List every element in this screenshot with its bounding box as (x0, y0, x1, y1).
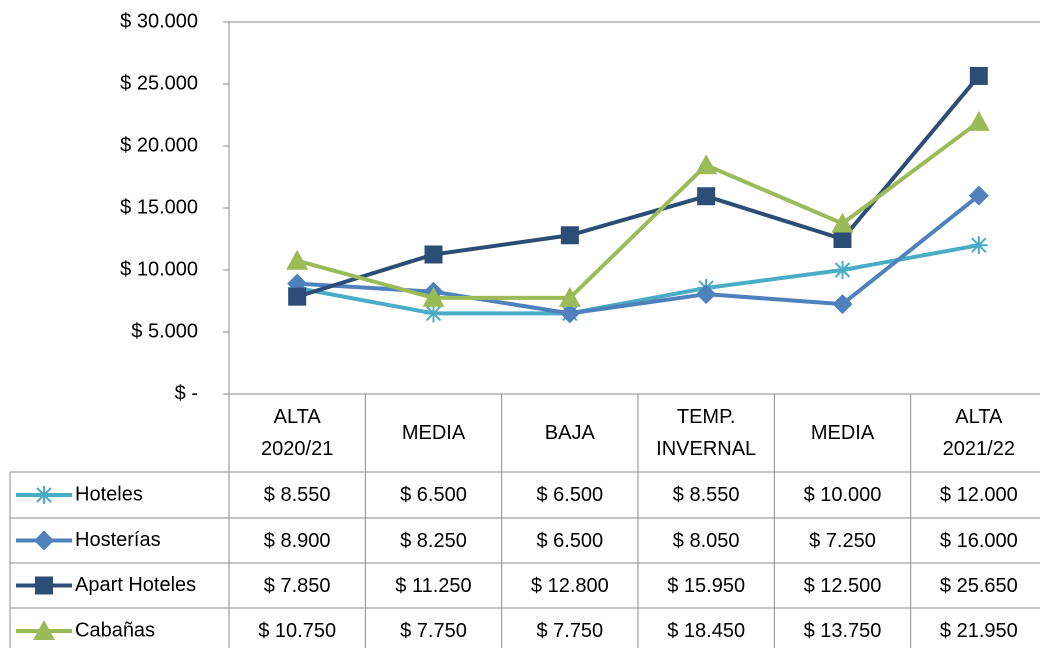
table-value: $ 21.950 (939, 620, 1018, 642)
data-point (831, 212, 854, 233)
table-value: $ 10.000 (803, 484, 882, 506)
table-value: $ 12.500 (803, 574, 882, 597)
y-tick-label: $ - (175, 382, 198, 404)
legend-marker (35, 576, 53, 595)
legend-marker (33, 620, 55, 640)
y-tick-label: $ 25.000 (120, 72, 198, 94)
marker-stroke (36, 487, 52, 503)
series-line (296, 243, 980, 316)
x-tick-label: ALTA 2020/21 (261, 406, 334, 460)
table-value: $ 18.450 (667, 620, 746, 642)
table-value: $ 7.850 (263, 574, 331, 597)
series-line (296, 120, 981, 300)
table-value: $ 8.050 (672, 529, 740, 552)
table-value: $ 10.750 (258, 620, 337, 642)
data-point (968, 185, 989, 206)
table-value: $ 12.000 (939, 484, 1018, 506)
data-point (832, 294, 853, 315)
data-point (424, 245, 443, 264)
table-value: $ 7.250 (809, 529, 876, 552)
data-point (696, 284, 717, 305)
series-line (297, 194, 981, 316)
table-value: $ 8.900 (263, 529, 331, 552)
data-point (967, 110, 990, 131)
data-point (833, 261, 852, 279)
legend-label: Cabañas (75, 619, 155, 641)
data-point (697, 187, 716, 206)
data-point (558, 286, 581, 307)
table-value: $ 11.250 (395, 574, 472, 597)
table-value: $ 16.000 (939, 529, 1018, 552)
table-value: $ 7.750 (536, 620, 604, 642)
data-point (559, 303, 580, 324)
y-tick-label: $ 20.000 (120, 134, 198, 156)
table-value: $ 8.250 (400, 529, 467, 552)
series-line (296, 74, 981, 299)
marker-stroke (425, 305, 442, 322)
legend-label: Hosterías (75, 529, 161, 551)
y-tick-label: $ 10.000 (120, 258, 198, 280)
marker-stroke (971, 237, 987, 253)
data-point (422, 286, 445, 307)
x-tick-label: MEDIA (810, 422, 875, 444)
table-value: $ 6.500 (536, 484, 604, 506)
data-point (288, 287, 307, 306)
table-value: $ 6.500 (400, 484, 467, 506)
table-value: $ 7.750 (400, 620, 467, 642)
table-value: $ 12.800 (530, 574, 609, 597)
legend-marker (34, 530, 54, 551)
data-point (286, 249, 309, 270)
table-value: $ 8.550 (672, 484, 740, 506)
y-tick-label: $ 30.000 (120, 10, 198, 32)
table-value: $ 6.500 (536, 529, 604, 552)
x-tick-label: MEDIA (401, 422, 466, 444)
legend-label: Apart Hoteles (75, 574, 196, 596)
data-point (560, 226, 579, 245)
data-point (969, 66, 988, 85)
legend-label: Hoteles (75, 483, 143, 505)
table-value: $ 13.750 (803, 620, 882, 642)
table-value: $ 15.950 (667, 574, 746, 597)
data-point (969, 236, 988, 255)
table-value: $ 25.650 (939, 574, 1018, 597)
x-tick-label: TEMP. INVERNAL (656, 406, 757, 460)
data-point (424, 304, 443, 323)
table-value: $ 8.550 (263, 484, 331, 506)
data-point (695, 154, 718, 175)
marker-stroke (834, 262, 851, 278)
legend-marker (35, 486, 53, 504)
y-tick-label: $ 15.000 (120, 196, 198, 218)
x-tick-label: BAJA (544, 422, 595, 444)
x-tick-label: ALTA 2021/22 (942, 406, 1015, 460)
y-tick-label: $ 5.000 (131, 320, 198, 342)
data-point (833, 230, 852, 248)
